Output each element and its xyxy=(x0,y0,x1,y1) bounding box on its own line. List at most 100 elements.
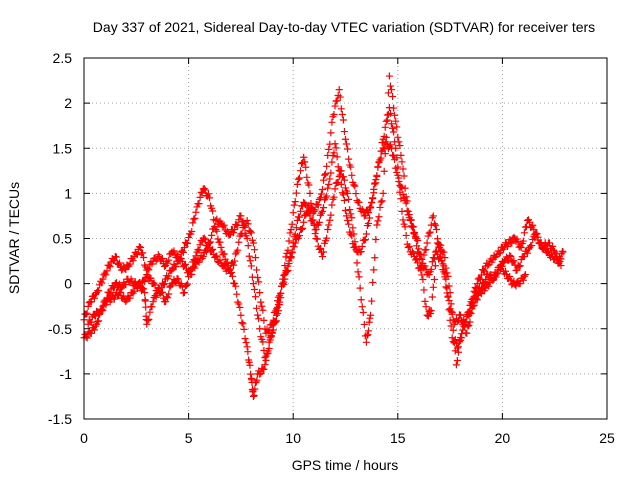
track-b-point xyxy=(247,262,255,270)
track-b-point xyxy=(312,235,320,242)
track-b-point xyxy=(305,181,313,189)
track-a-point xyxy=(399,216,407,224)
track-c-point xyxy=(325,180,333,188)
track-b-point xyxy=(373,221,381,229)
track-b-point xyxy=(320,248,328,256)
track-a-point xyxy=(180,244,188,252)
track-c-point xyxy=(295,213,303,221)
track-a-point xyxy=(425,229,433,237)
track-c-point xyxy=(493,270,501,278)
track-b-point xyxy=(98,279,106,287)
track-c-point xyxy=(395,174,403,182)
track-c-point xyxy=(309,216,317,224)
track-c-point xyxy=(342,207,349,215)
track-c-point xyxy=(180,289,188,297)
track-a-point xyxy=(237,311,245,319)
track-c-point xyxy=(256,289,264,297)
track-b-point xyxy=(437,241,445,249)
track-b-point xyxy=(302,163,310,171)
track-c-point xyxy=(427,265,435,273)
track-c-point xyxy=(213,252,221,260)
track-c-point xyxy=(372,176,380,184)
track-a-point xyxy=(451,336,459,344)
track-b-point xyxy=(145,266,153,274)
track-c-point xyxy=(220,260,228,268)
track-c-point xyxy=(277,289,285,297)
track-c-point xyxy=(274,297,282,305)
track-b-point xyxy=(451,347,459,355)
track-c-point xyxy=(110,295,118,303)
track-b-point xyxy=(386,82,394,90)
track-c-point xyxy=(403,207,411,215)
track-b-point xyxy=(450,339,458,347)
track-a-point xyxy=(404,244,412,252)
track-c-point xyxy=(305,207,313,215)
track-c-point xyxy=(534,233,542,241)
track-c-point xyxy=(553,250,561,258)
track-a-point xyxy=(322,170,330,178)
track-c-point xyxy=(557,262,565,270)
track-c-point xyxy=(269,316,277,324)
track-a-point xyxy=(337,105,345,113)
track-c-point xyxy=(216,256,224,264)
track-a-point xyxy=(426,228,434,236)
track-b-point xyxy=(181,260,189,268)
y-tick-label: -0.5 xyxy=(48,321,72,337)
track-c-point xyxy=(152,293,160,301)
track-a-point xyxy=(558,247,566,255)
track-c-point xyxy=(201,236,209,244)
track-b-point xyxy=(375,213,383,221)
track-b-point xyxy=(132,250,140,258)
track-c-point xyxy=(254,274,262,282)
track-a-point xyxy=(189,219,197,227)
track-c-point xyxy=(187,266,195,274)
track-c-point xyxy=(320,204,328,212)
track-c-point xyxy=(260,316,268,324)
track-c-point xyxy=(467,310,475,318)
track-b-point xyxy=(105,262,113,270)
track-a-point xyxy=(338,111,346,119)
track-a-point xyxy=(330,111,338,119)
track-c-point xyxy=(283,267,291,275)
track-b-point xyxy=(288,220,296,228)
track-a-point xyxy=(198,189,206,197)
track-a-point xyxy=(245,358,253,366)
track-c-point xyxy=(328,158,336,166)
track-c-point xyxy=(265,326,273,334)
track-c-point xyxy=(337,180,345,188)
track-c-point xyxy=(524,249,532,257)
track-c-point xyxy=(285,260,293,268)
track-a-point xyxy=(172,263,180,271)
track-b-point xyxy=(318,253,326,261)
track-c-point xyxy=(402,199,410,207)
track-c-point xyxy=(397,183,405,191)
track-b-point xyxy=(259,338,267,346)
track-b-point xyxy=(384,89,392,97)
track-c-point xyxy=(192,252,200,260)
track-c-point xyxy=(415,245,423,253)
track-a-point xyxy=(339,116,347,124)
track-a-point xyxy=(216,238,224,246)
x-tick-label: 20 xyxy=(495,430,511,446)
track-b-point xyxy=(371,254,379,262)
track-c-point xyxy=(272,305,280,313)
track-c-point xyxy=(386,141,394,149)
track-a-point xyxy=(430,220,438,228)
track-b-point xyxy=(164,259,172,267)
track-b-point xyxy=(276,301,284,309)
track-b-point xyxy=(237,212,245,220)
track-c-point xyxy=(428,258,436,266)
track-b-point xyxy=(87,298,95,306)
track-c-point xyxy=(264,328,272,336)
track-a-point xyxy=(328,118,336,126)
track-b-point xyxy=(307,200,315,208)
track-a-point xyxy=(397,195,405,203)
track-a-point xyxy=(201,186,209,194)
track-a-point xyxy=(321,171,329,179)
track-c-point xyxy=(191,257,199,265)
track-b-point xyxy=(393,123,401,131)
track-c-point xyxy=(533,230,541,238)
track-a-point xyxy=(204,190,212,198)
track-c-point xyxy=(457,311,465,319)
